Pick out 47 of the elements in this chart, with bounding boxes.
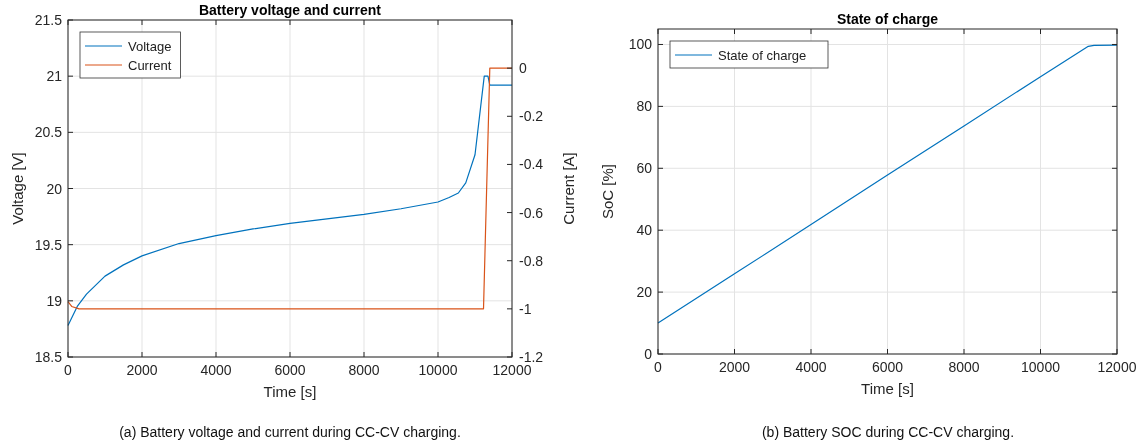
x-tick-label: 6000 <box>274 362 306 378</box>
y-tick-label: 19 <box>46 292 63 309</box>
y-tick-label: 40 <box>636 222 653 239</box>
x-axis-title: Time [s] <box>861 380 914 397</box>
y-axis-title: Voltage [V] <box>9 152 26 225</box>
y-tick-label: 21.5 <box>34 12 63 28</box>
text: (b) Battery SOC during CC-CV charging. <box>761 424 1015 440</box>
y-tick-label: 20 <box>46 180 63 197</box>
y-tick-label: 0 <box>644 346 653 362</box>
y-tick-label: 100 <box>628 36 653 53</box>
x-tick-label: 10000 <box>1021 359 1061 375</box>
text: (a) Battery voltage and current during CC-CV charging. <box>119 424 461 440</box>
y-tick-label: 20 <box>636 284 653 301</box>
x-tick-label: 8000 <box>348 362 380 378</box>
y-tick-label: 60 <box>636 160 653 177</box>
x-tick-label: 6000 <box>871 359 904 375</box>
y-tick-label: 19.5 <box>34 236 63 253</box>
x-tick-label: 12000 <box>1097 359 1137 375</box>
y-tick-label: 21 <box>46 68 63 85</box>
chart-title: Battery voltage and current <box>198 2 382 18</box>
legend-label: State of charge <box>718 47 807 63</box>
y-tick-label: 18.5 <box>34 349 63 365</box>
x-tick-label: 10000 <box>418 362 458 378</box>
y-axis-title: SoC [%] <box>599 163 616 220</box>
x-tick-label: 0 <box>654 359 663 375</box>
y2-tick-label: 0 <box>519 60 527 77</box>
legend-label: Current <box>128 57 172 73</box>
y2-tick-label: -0.6 <box>519 204 544 221</box>
x-tick-label: 2000 <box>718 359 751 375</box>
line-series <box>657 44 1118 324</box>
x-tick-label: 4000 <box>200 362 232 378</box>
y2-tick-label: -0.8 <box>519 252 544 269</box>
x-tick-label: 0 <box>64 362 73 378</box>
legend-label: Voltage <box>128 38 172 54</box>
x-axis-title: Time [s] <box>263 383 317 400</box>
y-tick-label: 80 <box>636 98 653 115</box>
y2-tick-label: -0.4 <box>519 156 544 173</box>
y2-tick-label: -0.2 <box>519 108 544 125</box>
y2-tick-label: -1.2 <box>519 349 544 365</box>
x-tick-label: 2000 <box>126 362 158 378</box>
x-tick-label: 8000 <box>948 359 980 375</box>
y2-tick-label: -1 <box>519 300 532 317</box>
x-tick-label: 12000 <box>492 362 532 378</box>
x-tick-label: 4000 <box>795 359 827 375</box>
y-tick-label: 20.5 <box>34 124 63 141</box>
chart-title: State of charge <box>836 11 939 27</box>
y2-axis-title: Current [A] <box>560 152 577 225</box>
